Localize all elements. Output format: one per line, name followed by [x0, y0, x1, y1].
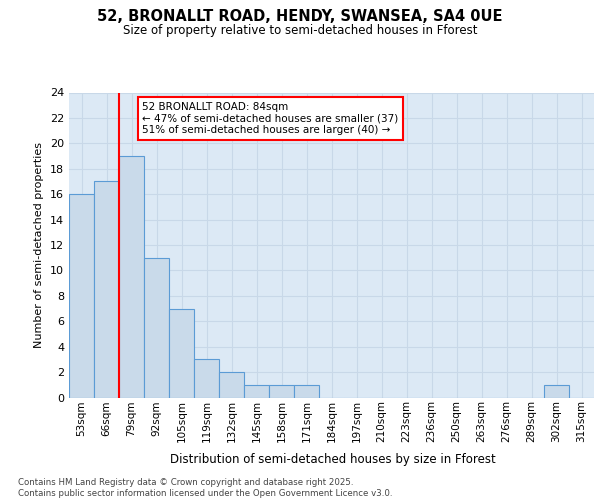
Text: 52, BRONALLT ROAD, HENDY, SWANSEA, SA4 0UE: 52, BRONALLT ROAD, HENDY, SWANSEA, SA4 0…	[97, 9, 503, 24]
Bar	[119, 156, 144, 398]
Bar	[219, 372, 244, 398]
Bar	[94, 182, 119, 398]
Bar	[294, 385, 319, 398]
Bar	[144, 258, 169, 398]
Bar	[194, 360, 219, 398]
Text: Contains HM Land Registry data © Crown copyright and database right 2025.
Contai: Contains HM Land Registry data © Crown c…	[18, 478, 392, 498]
Bar	[544, 385, 569, 398]
Bar	[69, 194, 94, 398]
Text: Size of property relative to semi-detached houses in Fforest: Size of property relative to semi-detach…	[123, 24, 477, 37]
Y-axis label: Number of semi-detached properties: Number of semi-detached properties	[34, 142, 44, 348]
Bar	[169, 308, 194, 398]
Bar	[269, 385, 294, 398]
Bar	[244, 385, 269, 398]
Text: Distribution of semi-detached houses by size in Fforest: Distribution of semi-detached houses by …	[170, 452, 496, 466]
Text: 52 BRONALLT ROAD: 84sqm
← 47% of semi-detached houses are smaller (37)
51% of se: 52 BRONALLT ROAD: 84sqm ← 47% of semi-de…	[143, 102, 399, 135]
